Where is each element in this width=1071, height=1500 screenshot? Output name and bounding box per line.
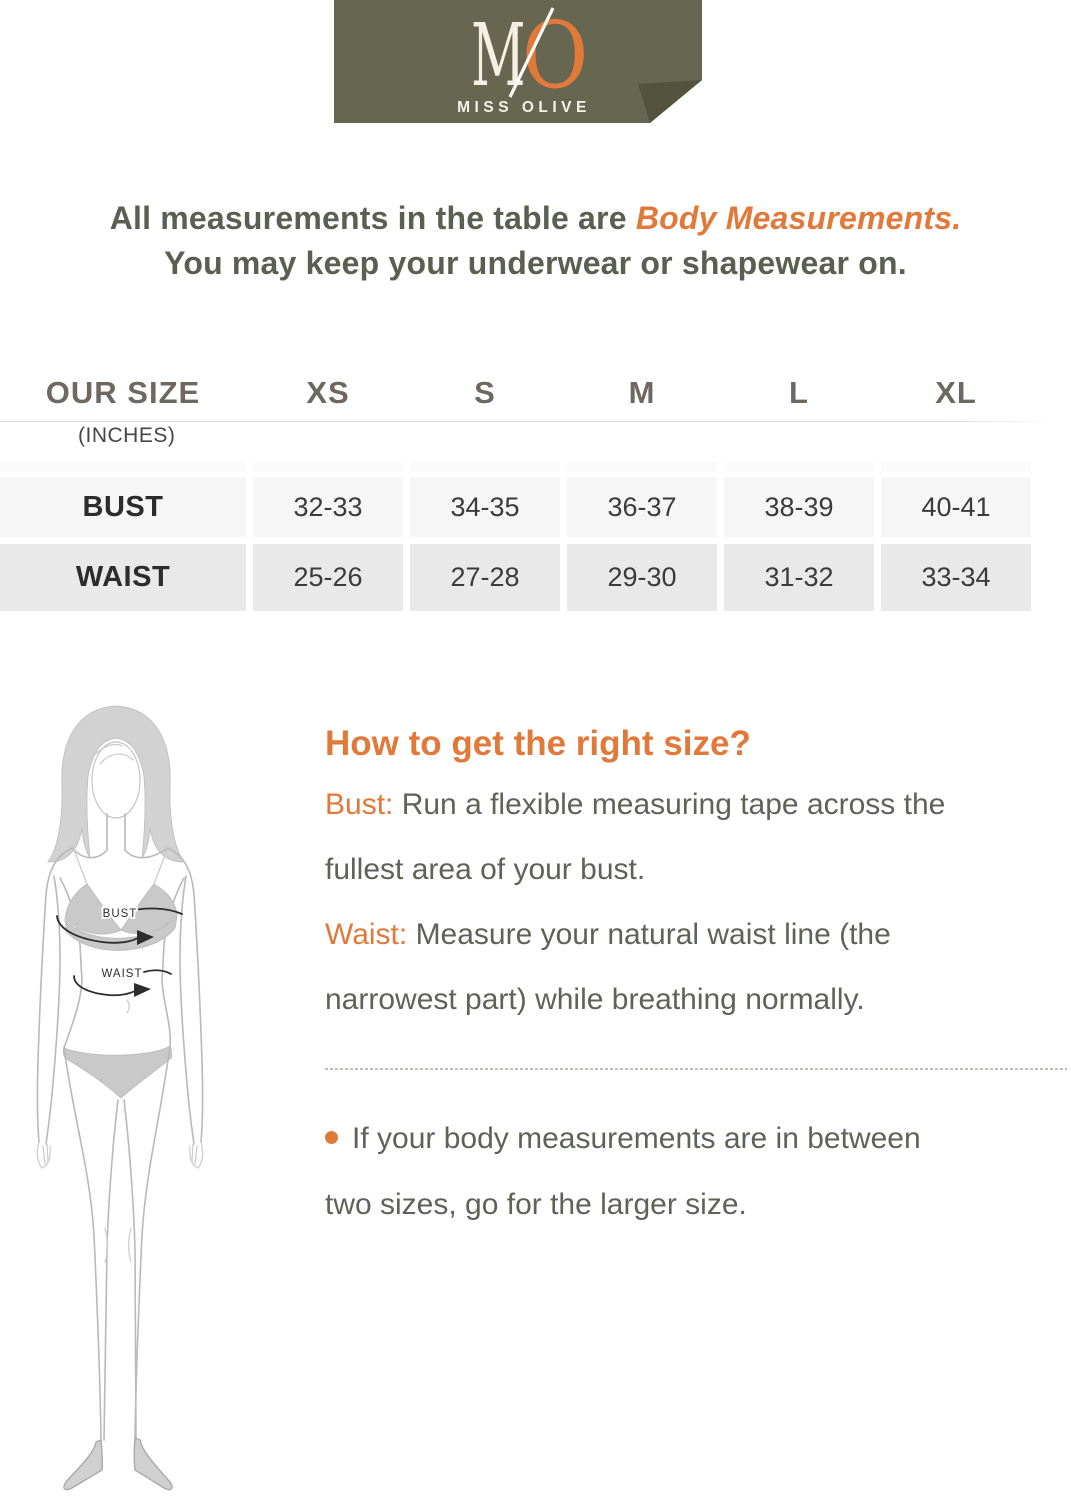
left-fingers: [42, 1143, 49, 1165]
size-col-header-m: M: [628, 375, 656, 410]
brand-logo-graphic: M O MISS OLIVE: [334, 0, 702, 123]
bang-stroke: [99, 753, 134, 765]
bra-left-cup: [64, 883, 122, 935]
right-shoe: [133, 1436, 173, 1491]
figure-waist-label: WAIST: [102, 968, 143, 980]
guide-line: narrowest part) while breathing normally…: [325, 967, 1047, 1032]
guide-line-text: Measure your natural waist line (the: [407, 918, 891, 951]
left-arm-inner: [45, 875, 61, 1145]
left-leg-outer: [63, 1047, 102, 1441]
bra-straps: [73, 849, 168, 885]
bang-stroke: [91, 743, 123, 759]
bust-value-xl: 40-41: [881, 477, 1031, 537]
guide-line-text: fullest area of your bust.: [325, 853, 646, 886]
size-col-header-xl: XL: [935, 375, 977, 410]
knee-strokes: [104, 1227, 132, 1263]
waist-value-m: 29-30: [567, 544, 717, 611]
left-hand: [36, 1141, 51, 1169]
table-row-bust: BUST 32-33 34-35 36-37 38-39 40-41: [0, 477, 1031, 537]
note-text: If your body measurements are in between: [352, 1122, 921, 1155]
left-shoe: [63, 1438, 104, 1491]
bullet-icon: [325, 1131, 338, 1144]
bust-value-l: 38-39: [724, 477, 874, 537]
body-measurement-illustration: BUST WAIST: [36, 705, 204, 1491]
waist-value-s: 27-28: [410, 544, 560, 611]
intro-line-1-prefix: All measurements in the table are: [109, 200, 636, 236]
bust-arrow-head: [137, 930, 154, 945]
guide-line: Waist: Measure your natural waist line (…: [325, 902, 1047, 967]
face: [91, 741, 141, 819]
table-row-waist: WAIST 25-26 27-28 29-30 31-32 33-34: [0, 544, 1031, 611]
right-arm-inner: [179, 875, 195, 1145]
bra-band: [64, 914, 178, 951]
bust-arrow-front-arc: [56, 915, 139, 944]
size-col-header-xs: XS: [306, 375, 350, 410]
logo-monogram-o: O: [522, 3, 588, 109]
guide-line-text: Run a flexible measuring tape across the: [393, 788, 946, 821]
left-leg-inner: [103, 1099, 119, 1441]
bust-value-s: 34-35: [410, 477, 560, 537]
waist-arrow-back-arc: [143, 969, 172, 975]
guide-bust-term: Bust:: [325, 788, 394, 821]
bust-value-xs: 32-33: [253, 477, 403, 537]
guide-paragraph: Bust: Run a flexible measuring tape acro…: [325, 772, 1047, 1032]
logo-corner-fold: [638, 80, 702, 123]
bust-row-label: BUST: [0, 477, 246, 537]
right-leg-outer: [134, 1045, 171, 1439]
right-fingers: [191, 1143, 198, 1165]
intro-text: All measurements in the table are Body M…: [0, 196, 1071, 286]
waist-value-xl: 33-34: [881, 544, 1031, 611]
left-arm-outer: [36, 847, 73, 1143]
intro-line-2: You may keep your underwear or shapewear…: [164, 245, 907, 281]
right-arm-outer: [167, 847, 204, 1143]
header-divider: [0, 421, 1055, 422]
size-table-header-row: OUR SIZE XS S M L XL: [0, 372, 1031, 414]
intro-line-1: All measurements in the table are Body M…: [0, 196, 1071, 241]
waist-value-l: 31-32: [724, 544, 874, 611]
bust-arrow-back-arc: [123, 907, 183, 915]
guide-line-text: narrowest part) while breathing normally…: [325, 983, 865, 1016]
note-line-1: If your body measurements are in between: [325, 1106, 1047, 1172]
navel: [126, 999, 130, 1014]
waist-value-xs: 25-26: [253, 544, 403, 611]
intro-line-1-highlight: Body Measurements.: [635, 200, 962, 236]
size-col-header-s: S: [474, 375, 496, 410]
brand-logo: M O MISS OLIVE: [334, 0, 702, 123]
bust-value-m: 36-37: [567, 477, 717, 537]
logo-monogram-m: M: [471, 6, 526, 106]
table-spacer-band: [0, 462, 1031, 472]
guide-line: fullest area of your bust.: [325, 837, 1047, 902]
right-hand: [189, 1141, 204, 1169]
figure-bust-label: BUST: [103, 908, 138, 920]
right-leg-inner: [123, 1099, 137, 1439]
panties: [62, 1045, 173, 1099]
guide-line: Bust: Run a flexible measuring tape acro…: [325, 772, 1047, 837]
corner-sublabel: (INCHES): [78, 424, 176, 447]
brand-name: MISS OLIVE: [457, 99, 591, 116]
logo-background: [334, 0, 702, 123]
neck-left: [71, 813, 108, 859]
waist-arrow-front-arc: [73, 975, 136, 997]
dotted-divider: [325, 1068, 1067, 1070]
logo-slash: [508, 7, 555, 98]
neck-right: [124, 813, 169, 859]
waist-row-label: WAIST: [0, 544, 246, 611]
guide-title: How to get the right size?: [325, 724, 751, 763]
size-col-header-l: L: [789, 375, 809, 410]
corner-label: OUR SIZE: [45, 375, 201, 410]
waist-arrow-head: [134, 983, 151, 997]
guide-waist-term: Waist:: [325, 918, 408, 951]
note-line-2: two sizes, go for the larger size.: [325, 1188, 747, 1221]
sizing-note: If your body measurements are in between…: [325, 1106, 1047, 1238]
